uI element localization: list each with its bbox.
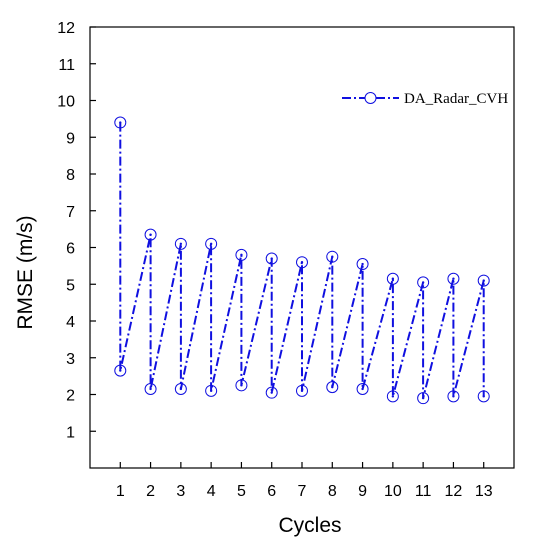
y-axis-title: RMSE (m/s) — [14, 215, 37, 329]
x-tick-label: 4 — [207, 483, 216, 500]
data-point — [265, 252, 278, 265]
legend-marker — [364, 92, 377, 104]
series-line — [119, 122, 485, 399]
y-tick-label: 1 — [66, 424, 75, 441]
data-point-center — [452, 395, 455, 398]
x-tick-label: 2 — [146, 483, 155, 500]
data-point — [174, 382, 187, 395]
data-point — [477, 274, 490, 287]
y-tick-label: 5 — [66, 277, 75, 294]
data-point-center — [391, 395, 395, 398]
x-tick-label: 12 — [445, 483, 463, 500]
data-point-center — [240, 253, 243, 257]
data-point-center — [331, 255, 334, 258]
data-point-center — [209, 389, 213, 393]
data-point — [235, 248, 248, 261]
y-tick-label: 9 — [66, 130, 75, 147]
x-tick-label: 9 — [358, 483, 367, 500]
y-tick-label: 4 — [66, 314, 75, 331]
data-point — [447, 390, 460, 403]
x-tick-label: 7 — [298, 483, 307, 500]
data-point — [386, 390, 399, 403]
x-tick-label: 3 — [176, 483, 185, 500]
data-point-center — [149, 233, 152, 236]
data-point — [205, 237, 218, 250]
data-point — [235, 379, 248, 392]
data-point — [386, 272, 399, 285]
data-point-center — [361, 387, 364, 391]
data-point-center — [179, 387, 183, 391]
data-point — [205, 384, 218, 397]
y-tick-label: 10 — [57, 94, 75, 111]
data-point-center — [270, 257, 273, 260]
y-tick-label: 11 — [58, 57, 75, 74]
data-point-center — [270, 391, 273, 394]
legend-label: DA_Radar_CVH — [404, 91, 508, 107]
data-point — [265, 386, 278, 399]
y-tick-label: 2 — [66, 388, 75, 405]
data-point — [114, 364, 127, 377]
data-point-center — [331, 385, 334, 389]
y-tick-label: 8 — [66, 167, 75, 184]
data-point-center — [119, 369, 122, 372]
data-point-center — [149, 387, 152, 391]
y-tick-label: 12 — [57, 20, 75, 37]
data-point — [144, 228, 157, 241]
data-point — [326, 381, 339, 394]
x-tick-label: 1 — [116, 483, 125, 500]
x-tick-label: 5 — [237, 483, 246, 500]
data-point-center — [300, 389, 304, 393]
x-tick-label: 10 — [384, 483, 402, 500]
data-point — [356, 258, 369, 271]
data-point-center — [391, 277, 395, 280]
x-axis-title: Cycles — [278, 514, 341, 537]
data-point — [417, 392, 430, 405]
data-point-center — [421, 281, 425, 284]
data-point-center — [119, 121, 122, 124]
y-tick-label: 3 — [66, 351, 75, 368]
data-point — [326, 250, 339, 263]
x-tick-label: 8 — [328, 483, 337, 500]
data-point-center — [209, 242, 213, 246]
x-tick-label: 13 — [475, 483, 493, 500]
data-point-center — [452, 277, 455, 280]
data-point-center — [482, 279, 485, 282]
data-point — [356, 382, 369, 395]
data-point — [447, 272, 460, 285]
x-tick-label: 6 — [267, 483, 276, 500]
data-point-center — [300, 261, 304, 264]
x-tick-label: 11 — [415, 483, 432, 500]
data-point — [174, 237, 187, 250]
data-point — [477, 390, 490, 403]
y-tick-label: 7 — [66, 204, 75, 221]
data-point — [144, 382, 157, 395]
data-point-center — [482, 395, 485, 398]
data-point-center — [240, 384, 243, 387]
data-point-center — [421, 396, 425, 400]
data-point-center — [179, 242, 183, 246]
data-point — [417, 276, 430, 289]
data-point — [296, 256, 308, 269]
y-tick-label: 6 — [66, 241, 75, 258]
data-point — [114, 116, 127, 129]
data-point — [296, 384, 308, 397]
data-point-center — [361, 262, 364, 266]
